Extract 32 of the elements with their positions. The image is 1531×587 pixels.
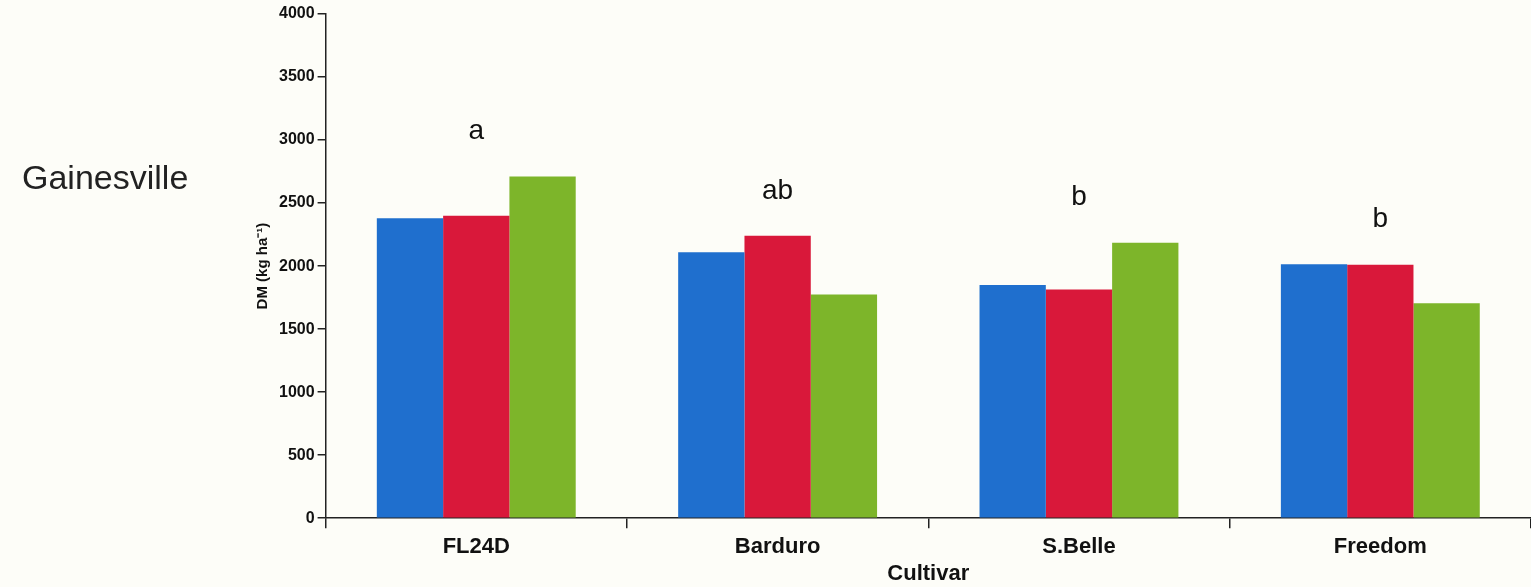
- bar: [979, 285, 1046, 518]
- y-tick-label: 3000: [279, 130, 315, 148]
- y-tick-label: 0: [305, 508, 315, 526]
- y-tick-label: 2500: [279, 193, 315, 211]
- text: Gainesville: [22, 158, 189, 197]
- bar: [1045, 289, 1113, 518]
- bar: [678, 252, 745, 518]
- x-tick-label: FL24D: [442, 533, 510, 559]
- annotation: ab: [762, 173, 794, 205]
- annotation: a: [468, 114, 485, 146]
- bar: [443, 215, 510, 518]
- annotation: b: [1372, 201, 1389, 233]
- bar: [1413, 303, 1480, 518]
- bar: [744, 235, 811, 518]
- y-tick-label: 500: [287, 445, 315, 463]
- y-tick-label: 1000: [279, 382, 315, 400]
- y-axis-title: DM (kg ha⁻¹): [253, 222, 271, 310]
- x-tick-label: S.Belle: [1042, 533, 1116, 559]
- y-tick-label: 2000: [279, 256, 315, 274]
- y-tick-label: 3500: [279, 67, 315, 85]
- x-axis-title: Cultivar: [887, 559, 970, 585]
- y-tick-label: 1500: [279, 319, 315, 337]
- bar: [376, 218, 444, 518]
- bar: [1280, 264, 1348, 518]
- x-tick-label: Freedom: [1333, 533, 1427, 559]
- annotation: b: [1071, 180, 1087, 212]
- bar: [810, 294, 878, 518]
- bar: [1347, 264, 1414, 518]
- x-tick-label: Barduro: [734, 533, 821, 559]
- bar: [509, 176, 576, 518]
- y-tick-label: 4000: [279, 4, 315, 22]
- bar: [1112, 242, 1179, 518]
